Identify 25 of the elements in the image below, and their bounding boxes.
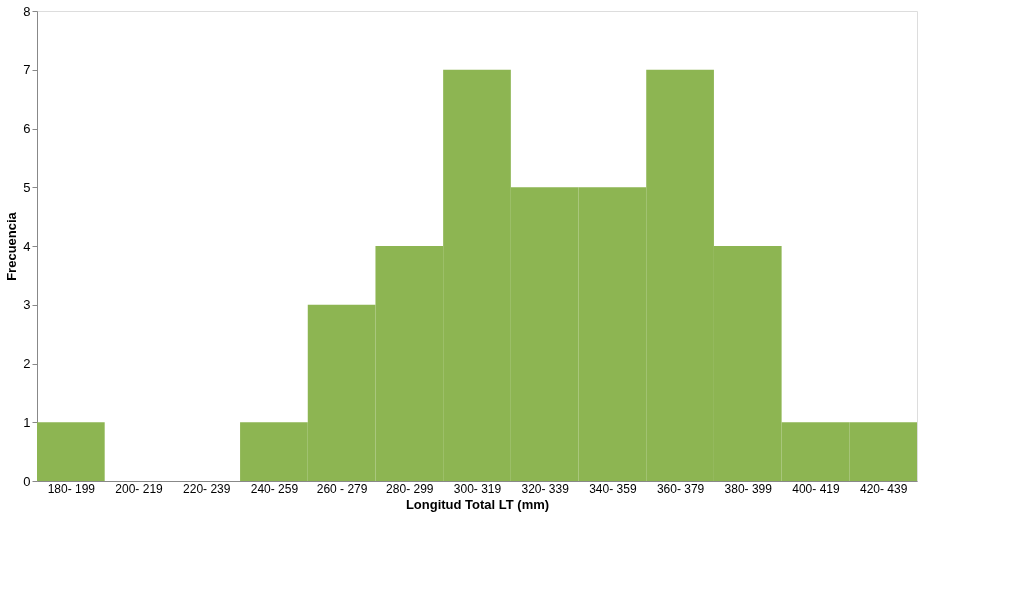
x-tick-label: 320- 339 [521, 481, 570, 496]
y-tick-label: 4 [23, 238, 31, 254]
x-tick-label: 240- 259 [250, 481, 299, 496]
x-tick-label: 280- 299 [386, 481, 434, 496]
x-tick-label: 220- 239 [183, 481, 231, 496]
y-tick-label: 8 [23, 3, 31, 19]
x-tick-label: 360- 379 [656, 481, 705, 496]
x-tick-label: 180- 199 [47, 481, 96, 496]
y-tick-label: 0 [23, 473, 31, 489]
y-tick-label: 7 [23, 62, 31, 78]
x-tick-label: 260 - 279 [316, 481, 368, 496]
y-tick-label: 2 [23, 356, 31, 371]
y-axis-title: Frecuencia [4, 211, 20, 281]
x-tick-label: 300- 319 [453, 481, 502, 496]
x-tick-label: 340- 359 [589, 481, 637, 496]
y-tick-label: 3 [23, 297, 31, 313]
x-tick-label: 420- 439 [859, 481, 908, 496]
y-tick-label: 1 [23, 414, 31, 430]
x-tick-label: 380- 399 [724, 481, 773, 496]
y-tick-label: 5 [23, 179, 31, 195]
x-axis-title: Longitud Total LT (mm) [405, 496, 550, 512]
x-tick-label: 400- 419 [792, 481, 840, 496]
x-tick-label: 200- 219 [115, 481, 164, 496]
y-tick-label: 6 [23, 121, 31, 136]
bar [37, 422, 105, 481]
